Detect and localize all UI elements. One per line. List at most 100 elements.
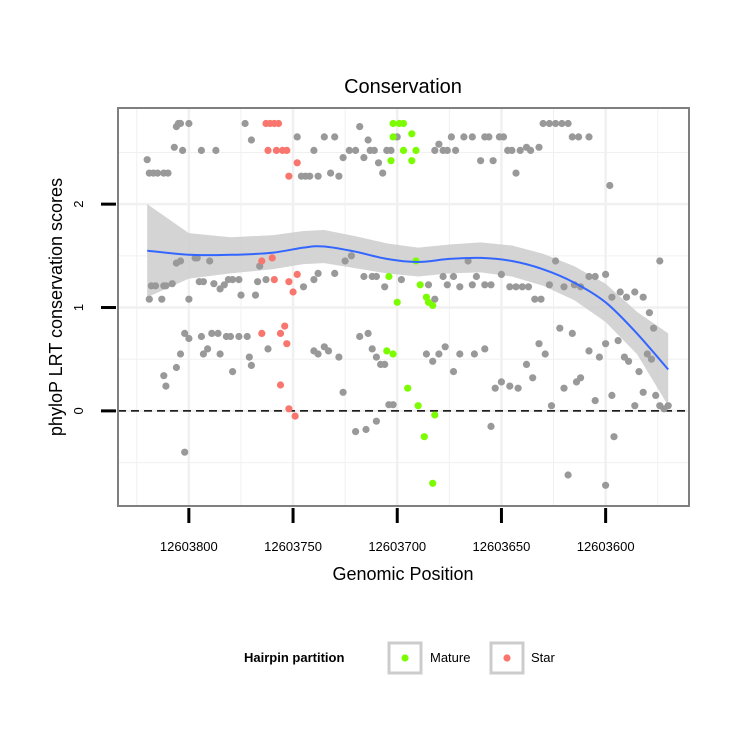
point-other (524, 283, 533, 291)
point-star (276, 381, 285, 389)
legend-label-star: Star (531, 650, 556, 665)
point-other (339, 388, 347, 396)
point-other (181, 448, 189, 456)
point-other (497, 378, 505, 386)
point-other (656, 257, 664, 265)
point-star (285, 172, 293, 180)
point-other (591, 272, 599, 281)
point-other (431, 146, 439, 154)
point-other (262, 276, 270, 284)
point-other (481, 345, 489, 353)
point-other (631, 288, 639, 296)
point-other (364, 329, 372, 337)
point-other (512, 283, 520, 291)
point-other (372, 272, 380, 281)
point-star (281, 322, 289, 330)
point-star (258, 257, 266, 265)
point-other (168, 280, 176, 288)
point-other (360, 272, 368, 281)
point-mature (399, 119, 408, 128)
point-other (616, 288, 624, 296)
point-mature (414, 402, 422, 410)
point-other (197, 332, 205, 341)
point-other (206, 257, 214, 265)
point-other (472, 272, 480, 281)
point-other (176, 257, 185, 265)
point-other (185, 334, 193, 343)
grid-lines (118, 108, 689, 506)
point-other (212, 146, 220, 154)
point-other (435, 350, 443, 358)
point-other (464, 257, 472, 265)
plot-panel (117, 107, 690, 507)
y-axis-label: phyloP LRT conservation scores (46, 178, 66, 436)
point-other (481, 281, 489, 289)
point-other (331, 133, 339, 141)
point-other (585, 272, 593, 281)
point-other (264, 345, 272, 353)
point-other (477, 157, 485, 165)
point-other (341, 257, 349, 265)
point-other (241, 119, 249, 128)
point-other (339, 154, 347, 162)
point-other (145, 295, 153, 303)
point-other (368, 345, 376, 353)
point-other (160, 372, 168, 380)
legend-label-mature: Mature (430, 650, 470, 665)
point-other (197, 146, 205, 154)
point-other (176, 350, 185, 358)
point-other (356, 123, 364, 131)
point-other (204, 345, 212, 353)
point-other (622, 293, 631, 301)
point-other (199, 278, 207, 286)
point-mature (399, 146, 408, 154)
point-other (535, 340, 543, 348)
point-star (285, 278, 293, 286)
point-other (247, 361, 255, 369)
point-other (560, 384, 568, 392)
point-other (181, 329, 189, 337)
point-other (245, 353, 253, 361)
point-other (591, 397, 599, 405)
point-other (585, 347, 593, 355)
point-other (512, 169, 520, 177)
point-other (443, 146, 451, 154)
point-star (289, 288, 297, 296)
point-star (285, 405, 293, 413)
point-other (541, 350, 549, 358)
point-other (545, 119, 554, 128)
point-other (441, 343, 449, 351)
point-other (602, 481, 610, 489)
point-other (487, 422, 495, 430)
smooth-line-layer (147, 245, 669, 371)
point-other (299, 283, 308, 291)
point-other (179, 146, 187, 154)
x-axis: 12603800 12603750 12603700 12603650 12603600 (160, 508, 635, 554)
point-other (199, 350, 207, 358)
point-other (608, 293, 616, 301)
point-mature (389, 133, 397, 141)
point-other (614, 337, 622, 345)
point-other (652, 391, 660, 399)
point-star (274, 119, 283, 128)
point-other (372, 353, 380, 361)
point-other (360, 154, 368, 162)
y-tick-label: 2 (71, 201, 86, 208)
point-other (352, 146, 360, 154)
point-mature (429, 479, 437, 487)
point-other (518, 283, 526, 291)
point-other (508, 146, 516, 154)
point-other (460, 133, 468, 141)
point-other (552, 257, 560, 265)
point-other (456, 283, 464, 291)
point-other (485, 133, 493, 141)
point-other (606, 181, 614, 190)
point-other (639, 293, 647, 301)
point-other (229, 276, 237, 284)
point-other (158, 295, 166, 303)
point-other (650, 324, 658, 332)
point-other (143, 156, 151, 164)
smooth-line (147, 245, 669, 371)
point-other (456, 350, 464, 358)
point-other (229, 368, 237, 376)
